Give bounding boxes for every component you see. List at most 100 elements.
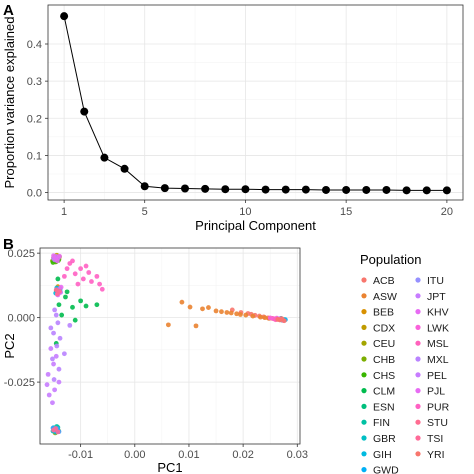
point-mxl [61,351,67,357]
point-pel [44,382,50,388]
legend-swatch-yri [415,451,421,457]
panel-a-point-pc18 [402,186,411,195]
panel-b-x-tick-label: -0.01 [68,449,93,461]
legend-swatch-asw [361,293,367,299]
panel-a-point-pc7 [180,184,189,193]
legend-label-tsi: TSI [427,433,443,445]
panel-b-points [44,252,288,436]
legend-label-asw: ASW [373,291,397,303]
legend-label-gbr: GBR [373,433,396,445]
point-asw [179,299,185,305]
panel-a-ticks: 1 5 10 15 200.00.10.20.30.4 [27,39,453,218]
point-asw [243,312,249,318]
legend-label-ceu: CEU [373,338,395,350]
point-pel [50,400,55,406]
legend-swatch-gih [361,451,367,457]
legend-label-gwd: GWD [373,465,399,474]
point-clm [72,317,78,323]
panel-b-x-axis-title: PC1 [157,460,182,474]
legend-label-beb: BEB [373,307,394,319]
point-pur [80,276,86,282]
point-clm [63,294,68,300]
point-clm [70,304,75,310]
point-mxl [51,330,56,336]
point-mxl [53,312,59,318]
point-asw [200,306,205,312]
point-asw [165,322,171,328]
panel-a-y-tick-label: 0.0 [27,188,42,200]
legend-swatch-khv [415,309,421,315]
legend-swatch-acb [361,277,367,283]
point-pur [99,286,105,292]
point-asw [213,308,219,314]
legend-swatch-tsi [415,435,421,441]
legend-swatch-stu [415,419,421,425]
point-pur [75,281,81,287]
legend-label-pjl: PJL [427,386,445,398]
legend-label-yri: YRI [427,449,445,461]
legend-label-pur: PUR [427,401,450,413]
panel-a-border [47,4,464,201]
legend-swatch-gwd [361,467,367,473]
legend-swatch-fin [361,419,367,425]
panel-a: A 1 5 10 15 200.00.10.20.30.4 Principal Comp… [2,2,464,233]
point-pel [46,392,52,398]
point-pur [83,263,89,269]
legend-swatch-cdx [361,324,367,330]
legend-swatch-ceu [361,340,367,346]
legend-label-itu: ITU [427,275,444,287]
point-stu [53,287,59,293]
point-asw [206,305,211,310]
point-asw [219,309,224,315]
point-asw [187,304,193,310]
legend-label-jpt: JPT [427,291,446,303]
panel-a-point-pc13 [301,185,310,194]
point-pel [52,387,58,393]
panel-a-point-pc5 [140,182,149,191]
panel-a-point-pc10 [241,185,250,194]
point-mxl [50,356,55,362]
point-asw [224,310,230,315]
legend-label-chs: CHS [373,370,395,382]
panel-a-x-tick-label: 10 [239,206,251,218]
point-yri [275,317,281,322]
legend-swatch-msl [415,340,421,346]
point-pur [94,273,100,279]
legend: Population ACB ASW BEB CDX CEU CHB CHS CLM ESN FI… [360,252,450,474]
point-clm [59,312,65,318]
panel-a-point-pc19 [422,186,431,195]
legend-swatch-itu [415,277,421,283]
point-khv [54,258,60,264]
panel-a-point-pc17 [382,185,391,194]
panel-b-letter: B [3,236,14,253]
point-mxl [54,343,60,349]
legend-label-mxl: MXL [427,354,449,366]
legend-label-acb: ACB [373,275,395,287]
legend-label-khv: KHV [427,307,449,319]
point-pur [64,266,70,272]
point-asw [193,323,199,329]
point-pjl [58,284,64,290]
legend-label-lwk: LWK [427,322,449,334]
legend-title: Population [360,252,421,267]
point-pur [86,270,92,275]
point-khv [57,253,62,259]
panel-a-points [60,12,451,195]
panel-b-y-axis-title: PC2 [2,333,17,358]
point-clm [55,276,61,282]
panel-b-border [39,247,301,445]
point-pur [89,279,94,284]
legend-label-pel: PEL [427,370,447,382]
point-pel [51,361,56,367]
panel-a-y-tick-label: 0.4 [27,39,42,51]
panel-a-point-pc3 [100,153,109,162]
point-pel [53,353,59,359]
legend-swatch-mxl [415,356,421,362]
panel-a-y-tick-label: 0.2 [27,113,42,125]
point-pur [70,258,75,264]
point-clm [56,302,62,308]
panel-a-point-pc8 [201,184,210,193]
legend-swatch-chb [361,356,367,362]
legend-label-fin: FIN [373,417,390,429]
